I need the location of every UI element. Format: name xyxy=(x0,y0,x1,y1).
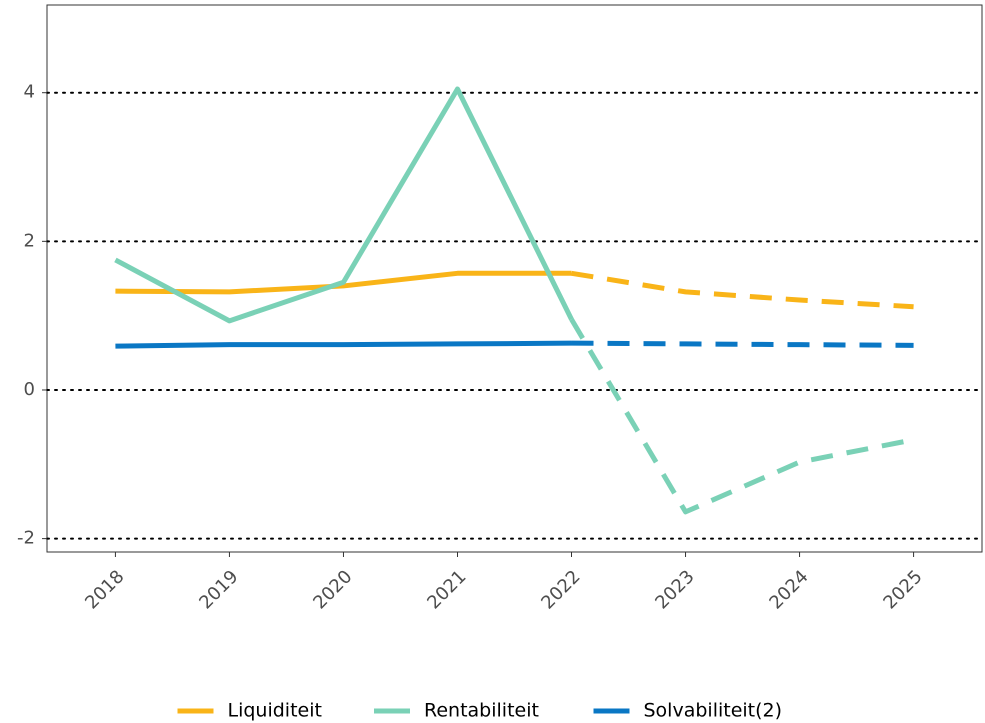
series-line-forecast xyxy=(571,270,914,310)
x-tick-label: 2021 xyxy=(423,566,470,613)
x-tick-label: 2020 xyxy=(309,566,356,613)
series-line-forecast xyxy=(571,340,914,348)
series-line-forecast xyxy=(569,318,915,515)
legend-label: Liquiditeit xyxy=(228,700,322,722)
y-tick-label: 0 xyxy=(24,379,35,400)
y-tick-label: 2 xyxy=(24,230,35,251)
series-line xyxy=(115,270,572,295)
y-tick-label: 4 xyxy=(24,82,35,103)
x-tick-label: 2018 xyxy=(81,566,128,613)
x-tick-label: 2019 xyxy=(195,566,242,613)
series-line xyxy=(115,340,572,349)
plot-frame xyxy=(46,4,983,553)
series-line xyxy=(114,86,574,324)
x-tick-label: 2022 xyxy=(537,566,584,613)
x-tick-label: 2025 xyxy=(879,566,926,613)
x-tick-label: 2024 xyxy=(765,566,812,613)
legend-label: Rentabiliteit xyxy=(424,700,539,722)
y-tick-label: -2 xyxy=(17,528,35,549)
legend-label: Solvabiliteit(2) xyxy=(644,700,783,722)
x-tick-label: 2023 xyxy=(651,566,698,613)
legend: Liquiditeit Rentabiliteit Solvabiliteit(2) xyxy=(177,700,783,722)
